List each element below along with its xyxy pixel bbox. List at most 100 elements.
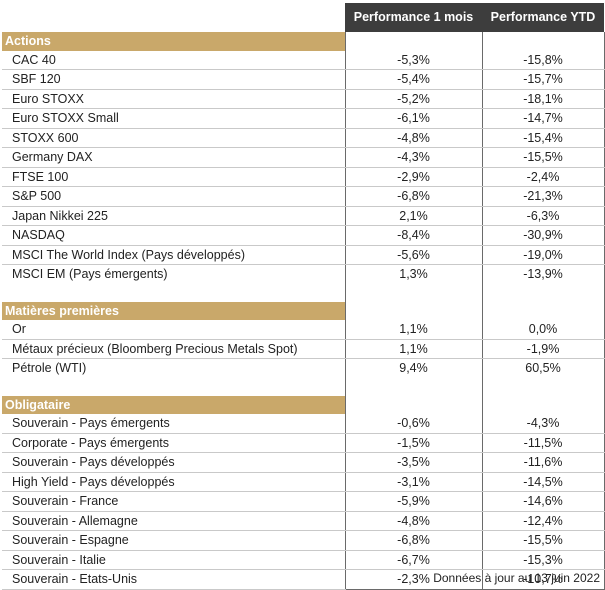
performance-ytd-value: 60,5% bbox=[481, 358, 605, 378]
footnote: Données à jour au 13 juin 2022 bbox=[433, 571, 600, 585]
table-row: Souverain - Etats-Unis -2,3% -10,7% bbox=[2, 569, 605, 590]
row-label: Euro STOXX Small bbox=[2, 108, 345, 129]
table-row: Souverain - Pays émergents -0,6% -4,3% bbox=[2, 414, 605, 434]
performance-ytd-value: -14,7% bbox=[481, 108, 605, 129]
table-row: Euro STOXX -5,2% -18,1% bbox=[2, 89, 605, 109]
header-blank-cell bbox=[2, 3, 345, 32]
row-label: Souverain - Etats-Unis bbox=[2, 569, 345, 590]
performance-ytd-value: -10,7% bbox=[481, 569, 605, 590]
performance-ytd-value: -14,6% bbox=[481, 491, 605, 512]
table-row: Souverain - Espagne -6,8% -15,5% bbox=[2, 530, 605, 551]
performance-ytd-value: -15,4% bbox=[481, 128, 605, 148]
performance-ytd-value: -11,5% bbox=[481, 433, 605, 453]
performance-ytd-value: -15,5% bbox=[481, 147, 605, 168]
row-label: Japan Nikkei 225 bbox=[2, 206, 345, 226]
performance-1-mois-value: -5,9% bbox=[344, 491, 483, 512]
performance-1-mois-value: -6,8% bbox=[344, 530, 483, 551]
performance-1-mois-value: -6,1% bbox=[344, 108, 483, 129]
empty-cell bbox=[2, 284, 345, 302]
performance-1-mois-value: -0,6% bbox=[344, 414, 483, 434]
table-row: Métaux précieux (Bloomberg Precious Meta… bbox=[2, 339, 605, 359]
empty-cell bbox=[344, 377, 483, 396]
table-row: STOXX 600 -4,8% -15,4% bbox=[2, 128, 605, 148]
performance-1-mois-value: -4,8% bbox=[344, 128, 483, 148]
section-title: Obligataire bbox=[2, 395, 345, 414]
performance-1-mois-value: -2,9% bbox=[344, 167, 483, 187]
row-label: S&P 500 bbox=[2, 186, 345, 207]
performance-1-mois-value: -6,8% bbox=[344, 186, 483, 207]
table-row: Souverain - France -5,9% -14,6% bbox=[2, 491, 605, 512]
empty-cell bbox=[344, 301, 483, 320]
performance-ytd-value: -1,9% bbox=[481, 339, 605, 359]
performance-1-mois-value: -2,3% bbox=[344, 569, 483, 590]
row-label: Souverain - Allemagne bbox=[2, 511, 345, 531]
table-row: Germany DAX -4,3% -15,5% bbox=[2, 147, 605, 168]
row-label: Souverain - Italie bbox=[2, 550, 345, 570]
performance-ytd-value: -11,6% bbox=[481, 452, 605, 473]
table-row: Japan Nikkei 225 2,1% -6,3% bbox=[2, 206, 605, 226]
empty-cell bbox=[481, 377, 605, 396]
table-row: S&P 500 -6,8% -21,3% bbox=[2, 186, 605, 207]
performance-1-mois-value: -1,5% bbox=[344, 433, 483, 453]
performance-ytd-value: -13,9% bbox=[481, 264, 605, 284]
section-title: Matières premières bbox=[2, 301, 345, 320]
table-row: Souverain - Allemagne -4,8% -12,4% bbox=[2, 511, 605, 531]
performance-table: Performance 1 mois Performance YTD Actio… bbox=[2, 3, 605, 590]
performance-ytd-value: -15,5% bbox=[481, 530, 605, 551]
performance-1-mois-value: -5,3% bbox=[344, 50, 483, 70]
performance-ytd-value: -15,7% bbox=[481, 69, 605, 90]
row-label: Corporate - Pays émergents bbox=[2, 433, 345, 453]
empty-cell bbox=[481, 301, 605, 320]
performance-1-mois-value: -3,5% bbox=[344, 452, 483, 473]
row-label: Pétrole (WTI) bbox=[12, 361, 87, 375]
table-row: Souverain - Pays développés -3,5% -11,6% bbox=[2, 452, 605, 473]
table-row: MSCI EM (Pays émergents) 1,3% -13,9% bbox=[2, 264, 605, 284]
table-row: CAC 40 -5,3% -15,8% bbox=[2, 50, 605, 70]
header-performance-ytd: Performance YTD bbox=[482, 3, 604, 32]
performance-1-mois-value: -8,4% bbox=[344, 225, 483, 246]
section-spacer bbox=[2, 283, 605, 302]
row-label: Souverain - Pays développés bbox=[2, 452, 345, 473]
table-row: Corporate - Pays émergents -1,5% -11,5% bbox=[2, 433, 605, 453]
section-header: Matières premières bbox=[2, 301, 605, 320]
performance-ytd-value: -21,3% bbox=[481, 186, 605, 207]
section-title: Actions bbox=[2, 32, 345, 51]
table-row: Souverain - Italie -6,7% -15,3% bbox=[2, 550, 605, 570]
row-label: Germany DAX bbox=[2, 147, 345, 168]
row-label: Euro STOXX bbox=[2, 89, 345, 109]
row-label: CAC 40 bbox=[2, 50, 345, 70]
table-row: Pétrole (WTI) 9,4% 60,5% bbox=[2, 358, 605, 378]
table-row: FTSE 100 -2,9% -2,4% bbox=[2, 167, 605, 187]
performance-1-mois-value: -4,8% bbox=[344, 511, 483, 531]
table-body: Actions CAC 40 -5,3% -15,8% SBF 120 -5,4% -15,… bbox=[2, 32, 605, 590]
row-label: MSCI EM (Pays émergents) bbox=[12, 267, 168, 281]
performance-1-mois-value: -5,4% bbox=[344, 69, 483, 90]
performance-1-mois-value: -6,7% bbox=[344, 550, 483, 570]
row-label: High Yield - Pays développés bbox=[2, 472, 345, 492]
empty-cell bbox=[344, 32, 483, 51]
performance-ytd-value: -6,3% bbox=[481, 206, 605, 226]
row-label: STOXX 600 bbox=[2, 128, 345, 148]
empty-cell bbox=[481, 32, 605, 51]
performance-ytd-value: -18,1% bbox=[481, 89, 605, 109]
row-label: Souverain - Espagne bbox=[2, 530, 345, 551]
empty-cell bbox=[2, 378, 345, 396]
performance-1-mois-value: -3,1% bbox=[344, 472, 483, 492]
performance-ytd-value: -15,3% bbox=[481, 550, 605, 570]
header-row: Performance 1 mois Performance YTD bbox=[2, 3, 604, 32]
performance-1-mois-value: -5,2% bbox=[344, 89, 483, 109]
section-header: Actions bbox=[2, 32, 605, 51]
performance-ytd-value: -30,9% bbox=[481, 225, 605, 246]
performance-ytd-value: -12,4% bbox=[481, 511, 605, 531]
section-header: Obligataire bbox=[2, 395, 605, 414]
row-label: SBF 120 bbox=[2, 69, 345, 90]
performance-1-mois-value: 9,4% bbox=[344, 358, 483, 378]
table-row: NASDAQ -8,4% -30,9% bbox=[2, 225, 605, 246]
table-row: MSCI The World Index (Pays développés) -5… bbox=[2, 245, 605, 265]
performance-ytd-value: -19,0% bbox=[481, 245, 605, 265]
empty-cell bbox=[481, 283, 605, 302]
empty-cell bbox=[344, 395, 483, 414]
table-row: SBF 120 -5,4% -15,7% bbox=[2, 69, 605, 90]
performance-ytd-value: -14,5% bbox=[481, 472, 605, 492]
table-row: Euro STOXX Small -6,1% -14,7% bbox=[2, 108, 605, 129]
